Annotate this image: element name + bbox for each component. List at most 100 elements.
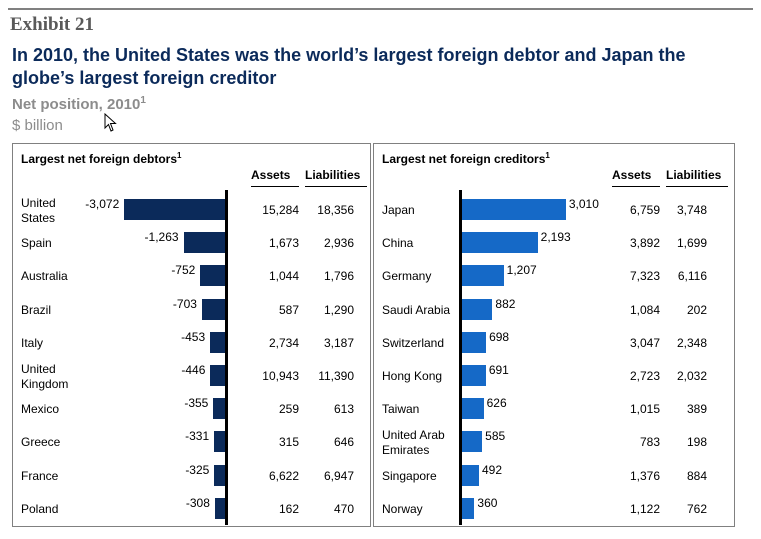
creditor-row: Saudi Arabia 882 1,084 202: [374, 292, 734, 325]
creditor-value-label: 585: [485, 429, 506, 444]
creditor-value-label: 882: [495, 296, 516, 311]
debtor-bar: [214, 497, 225, 519]
debtor-category-label: France: [21, 469, 58, 484]
debtor-row: Brazil -703 587 1,290: [13, 292, 370, 325]
creditors-assets-header-rule: [612, 186, 660, 187]
debtor-assets-value: 10,943: [262, 369, 299, 383]
debtors-assets-header-rule: [251, 186, 299, 187]
debtor-bar: [210, 365, 225, 386]
creditor-row: Hong Kong 691 2,723 2,032: [374, 358, 734, 391]
creditor-assets-value: 1,122: [629, 501, 660, 516]
debtor-liabilities-value: 1,290: [323, 302, 354, 317]
debtor-row: Spain -1,263 1,673 2,936: [13, 225, 370, 258]
debtor-category-label: Spain: [21, 236, 52, 251]
creditors-zero-axis: [459, 190, 462, 525]
debtors-title-text: Largest net foreign debtors: [21, 152, 178, 166]
debtor-value-label: -703: [172, 296, 197, 311]
creditor-category-label: Japan: [382, 203, 415, 218]
debtors-liabilities-header: Liabilities: [305, 168, 361, 182]
debtor-category-label-line: Australia: [21, 269, 68, 284]
debtor-category-label: Mexico: [21, 402, 59, 417]
creditor-row: Norway 360 1,122 762: [374, 491, 734, 524]
debtor-assets-value: 6,622: [268, 468, 299, 483]
creditor-row: Taiwan 626 1,015 389: [374, 391, 734, 424]
debtor-liabilities-value: 6,947: [323, 468, 354, 483]
creditors-liabilities-header: Liabilities: [666, 168, 722, 182]
debtor-category-label-line: Poland: [21, 501, 59, 516]
creditor-liabilities-value: 198: [686, 435, 707, 450]
creditor-category-label: Hong Kong: [382, 369, 442, 384]
debtor-category-label: Greece: [21, 435, 60, 450]
creditor-assets-value: 1,084: [629, 302, 660, 317]
creditor-bar: [462, 265, 504, 287]
creditor-category-label-line: China: [382, 236, 414, 251]
creditor-category-label-line: Switzerland: [382, 335, 445, 350]
creditors-title-footnote: 1: [545, 151, 550, 160]
debtor-bar: [201, 298, 225, 320]
creditors-title-text: Largest net foreign creditors: [382, 152, 546, 166]
debtors-liabilities-header-rule: [305, 186, 367, 187]
creditors-liabilities-header-rule: [666, 186, 728, 187]
debtor-assets-value: 315: [278, 435, 299, 450]
creditor-value-label: 3,010: [568, 197, 599, 211]
debtor-assets-value: 587: [278, 302, 299, 317]
creditor-liabilities-value: 2,348: [676, 335, 707, 350]
debtor-bar: [210, 331, 225, 353]
debtor-value-label: -3,072: [85, 197, 120, 211]
creditor-liabilities-value: 884: [686, 468, 707, 483]
creditor-category-label-line: Saudi Arabia: [382, 302, 451, 317]
debtor-value-label: -446: [181, 363, 206, 377]
debtor-value-label: -308: [185, 495, 210, 510]
creditor-category-label-line: Japan: [382, 203, 415, 217]
debtors-title-footnote: 1: [177, 151, 182, 160]
creditor-liabilities-value: 2,032: [676, 369, 707, 383]
debtor-value-label: -453: [181, 329, 206, 344]
creditor-category-label: United Arab Emirates: [382, 428, 445, 458]
creditor-category-label: Singapore: [382, 469, 437, 484]
debtor-category-label-line: States: [21, 211, 56, 225]
debtor-bar: [183, 232, 225, 254]
debtor-category-label-line: Italy: [21, 335, 44, 350]
creditor-value-label: 698: [489, 329, 510, 344]
chart-subtitle: Net position, 20101: [12, 95, 146, 113]
debtor-liabilities-value: 18,356: [317, 203, 354, 217]
creditor-assets-value: 7,323: [629, 269, 660, 284]
creditor-row: Switzerland 698 3,047 2,348: [374, 325, 734, 358]
creditor-category-label: Norway: [382, 502, 423, 517]
debtor-bar: [213, 398, 225, 420]
creditor-category-label: Saudi Arabia: [382, 303, 450, 318]
debtor-row: Australia -752 1,044 1,796: [13, 258, 370, 291]
debtor-category-label-line: France: [21, 468, 59, 483]
debtor-row: Greece -331 315 646: [13, 424, 370, 457]
creditor-bar: [462, 464, 479, 486]
creditor-bar: [462, 497, 475, 519]
debtor-assets-value: 1,673: [268, 236, 299, 251]
debtor-value-label: -355: [184, 396, 209, 411]
creditor-value-label: 492: [481, 462, 502, 477]
debtor-liabilities-value: 470: [333, 501, 354, 516]
debtor-row: Poland -308 162 470: [13, 491, 370, 524]
debtor-liabilities-value: 11,390: [318, 369, 354, 383]
debtor-liabilities-value: 1,796: [323, 269, 354, 284]
debtor-category-label: United States: [21, 196, 56, 226]
debtor-category-label-line: Mexico: [21, 402, 60, 417]
debtor-category-label-line: Spain: [21, 236, 52, 251]
creditor-row: China 2,193 3,892 1,699: [374, 225, 734, 258]
creditor-bar: [462, 365, 486, 386]
creditor-category-label-line: Hong Kong: [382, 369, 443, 383]
debtor-assets-value: 1,044: [268, 269, 299, 284]
creditor-category-label-line: Emirates: [382, 443, 430, 458]
creditor-assets-value: 3,047: [629, 335, 660, 350]
creditor-assets-value: 1,376: [629, 468, 660, 483]
debtors-panel: Largest net foreign debtors1 Assets Liab…: [12, 143, 371, 527]
debtor-value-label: -325: [185, 462, 210, 477]
debtor-liabilities-value: 3,187: [323, 335, 354, 350]
creditor-assets-value: 1,015: [629, 402, 660, 417]
creditor-bar: [462, 232, 538, 254]
exhibit-label: Exhibit 21: [10, 14, 94, 35]
debtor-value-label: -752: [171, 263, 196, 278]
debtor-bar: [200, 265, 225, 287]
creditor-assets-value: 783: [639, 435, 660, 450]
chart-title: In 2010, the United States was the world…: [12, 45, 686, 88]
creditor-liabilities-value: 3,748: [676, 203, 707, 217]
